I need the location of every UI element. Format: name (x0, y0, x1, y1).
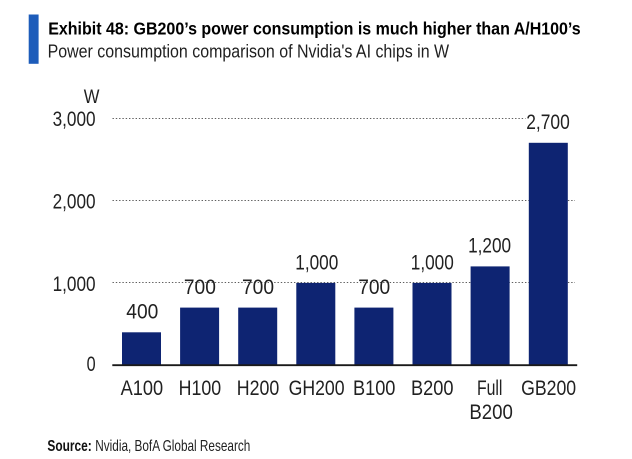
svg-text:B200: B200 (411, 376, 454, 400)
svg-text:700: 700 (242, 275, 274, 299)
svg-text:2,000: 2,000 (53, 190, 96, 214)
svg-text:3,000: 3,000 (53, 107, 96, 131)
svg-text:B100: B100 (353, 376, 396, 400)
svg-text:H200: H200 (237, 376, 280, 400)
svg-text:1,000: 1,000 (411, 251, 454, 275)
svg-text:1,000: 1,000 (53, 272, 96, 296)
svg-text:700: 700 (358, 275, 390, 299)
svg-text:Nvidia, BofA Global Research: Nvidia, BofA Global Research (95, 438, 250, 455)
svg-text:B200: B200 (469, 400, 513, 424)
svg-text:A100: A100 (121, 376, 164, 400)
svg-text:400: 400 (126, 300, 158, 324)
svg-text:Power consumption comparison o: Power consumption comparison of Nvidia's… (48, 41, 450, 61)
svg-text:Full: Full (477, 376, 503, 400)
svg-text:1,200: 1,200 (468, 233, 511, 257)
svg-text:Source:: Source: (47, 438, 91, 455)
svg-text:GH200: GH200 (289, 376, 345, 400)
svg-text:H100: H100 (179, 376, 222, 400)
svg-text:0: 0 (87, 352, 96, 376)
svg-text:700: 700 (184, 275, 216, 299)
svg-text:GB200: GB200 (521, 376, 576, 400)
svg-text:2,700: 2,700 (526, 110, 570, 134)
svg-text:W: W (84, 86, 100, 108)
svg-text:1,000: 1,000 (295, 251, 338, 275)
svg-text:Exhibit 48: GB200’s power cons: Exhibit 48: GB200’s power consumption is… (48, 18, 581, 38)
